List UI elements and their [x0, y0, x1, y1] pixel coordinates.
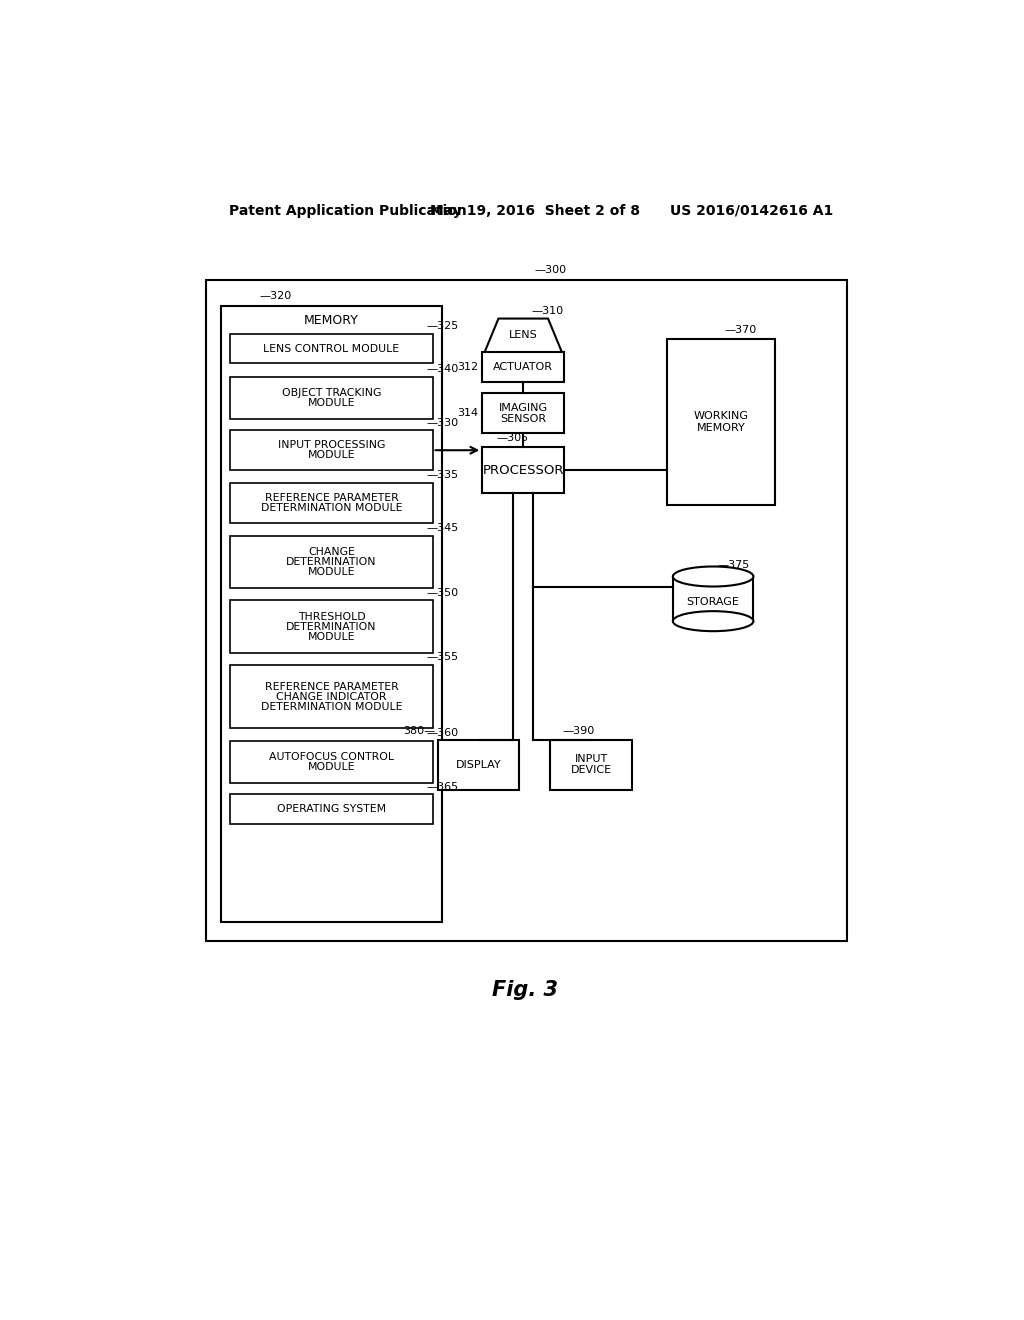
Text: OPERATING SYSTEM: OPERATING SYSTEM [276, 804, 386, 814]
Text: DETERMINATION MODULE: DETERMINATION MODULE [261, 503, 402, 512]
Text: —325: —325 [426, 321, 459, 331]
Text: —365: —365 [426, 781, 459, 792]
Bar [230, 483, 432, 523]
Text: INPUT PROCESSING: INPUT PROCESSING [278, 441, 385, 450]
Bar [230, 334, 432, 363]
Text: 380—: 380— [403, 726, 435, 735]
Text: THRESHOLD: THRESHOLD [298, 611, 366, 622]
Text: MODULE: MODULE [307, 450, 355, 461]
Text: US 2016/0142616 A1: US 2016/0142616 A1 [671, 203, 834, 218]
Text: Fig. 3: Fig. 3 [492, 979, 558, 1001]
Text: —390: —390 [562, 726, 594, 735]
Text: MODULE: MODULE [307, 631, 355, 642]
Bar [230, 430, 432, 470]
Text: MEMORY: MEMORY [304, 314, 358, 326]
Text: CHANGE: CHANGE [308, 546, 355, 557]
Text: DETERMINATION: DETERMINATION [286, 557, 377, 566]
Bar [667, 339, 775, 506]
Text: —335: —335 [426, 470, 459, 480]
Ellipse shape [673, 566, 754, 586]
Text: PROCESSOR: PROCESSOR [482, 463, 564, 477]
Bar [438, 739, 519, 789]
Text: LENS: LENS [509, 330, 538, 341]
Text: —345: —345 [426, 523, 459, 533]
Bar [206, 280, 847, 941]
Text: —310: —310 [531, 306, 563, 315]
Bar [673, 577, 754, 622]
Text: DETERMINATION: DETERMINATION [286, 622, 377, 631]
Text: WORKING: WORKING [693, 411, 749, 421]
Text: —355: —355 [426, 652, 459, 663]
Bar [230, 536, 432, 589]
Text: CHANGE INDICATOR: CHANGE INDICATOR [276, 692, 387, 702]
Text: SENSOR: SENSOR [500, 413, 547, 424]
Bar [550, 739, 632, 789]
Ellipse shape [673, 611, 754, 631]
Bar [230, 601, 432, 653]
Text: REFERENCE PARAMETER: REFERENCE PARAMETER [264, 681, 398, 692]
Text: MODULE: MODULE [307, 762, 355, 772]
Text: OBJECT TRACKING: OBJECT TRACKING [282, 388, 381, 399]
Bar [230, 378, 432, 420]
Text: —340: —340 [426, 364, 459, 375]
Bar [482, 447, 564, 494]
Text: DISPLAY: DISPLAY [456, 760, 502, 770]
Text: AUTOFOCUS CONTROL: AUTOFOCUS CONTROL [269, 751, 394, 762]
Text: REFERENCE PARAMETER: REFERENCE PARAMETER [264, 492, 398, 503]
Text: MODULE: MODULE [307, 399, 355, 408]
Text: —305: —305 [496, 433, 528, 444]
Bar [230, 795, 432, 824]
Text: ACTUATOR: ACTUATOR [494, 362, 553, 372]
Text: LENS CONTROL MODULE: LENS CONTROL MODULE [263, 343, 399, 354]
Text: IMAGING: IMAGING [499, 403, 548, 413]
Text: —330: —330 [426, 417, 459, 428]
Text: —300: —300 [535, 265, 566, 275]
Text: —360: —360 [426, 727, 459, 738]
Text: —375: —375 [717, 560, 750, 570]
Text: —320: —320 [260, 292, 292, 301]
Text: Patent Application Publication: Patent Application Publication [228, 203, 467, 218]
Text: INPUT: INPUT [574, 755, 607, 764]
Text: 312: 312 [457, 362, 478, 372]
Bar [482, 352, 564, 381]
Bar [482, 393, 564, 433]
Text: —350: —350 [426, 587, 459, 598]
Bar [230, 665, 432, 729]
Polygon shape [484, 318, 562, 352]
Text: DETERMINATION MODULE: DETERMINATION MODULE [261, 702, 402, 711]
Text: MODULE: MODULE [307, 566, 355, 577]
Text: May 19, 2016  Sheet 2 of 8: May 19, 2016 Sheet 2 of 8 [430, 203, 640, 218]
Text: MEMORY: MEMORY [696, 424, 745, 433]
Bar [230, 741, 432, 783]
Text: STORAGE: STORAGE [687, 597, 739, 607]
Text: 314: 314 [457, 408, 478, 418]
Text: —370: —370 [725, 325, 757, 335]
Bar [221, 306, 442, 923]
Text: DEVICE: DEVICE [570, 766, 611, 775]
